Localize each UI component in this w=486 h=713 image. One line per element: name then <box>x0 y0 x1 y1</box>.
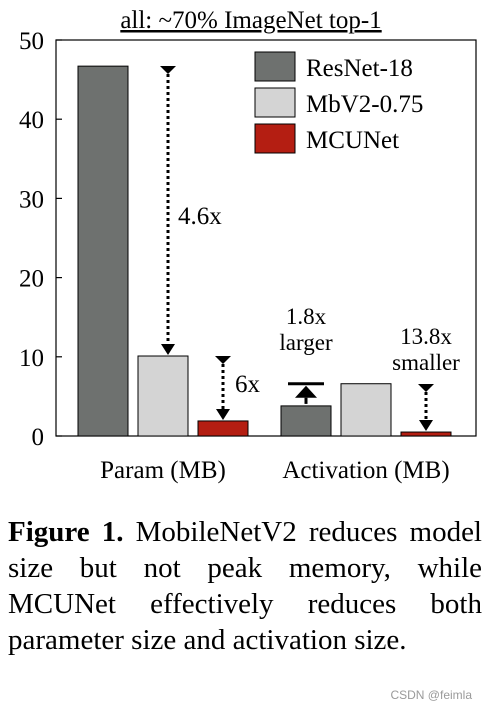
arrow-tail <box>160 66 176 74</box>
x-axis: Param (MB) Activation (MB) <box>100 457 450 484</box>
bars <box>77 65 452 437</box>
arrow-tail <box>215 356 231 364</box>
arrow-tail <box>418 384 434 392</box>
x-category-label: Param (MB) <box>100 457 226 484</box>
annotation-label: 6x <box>235 371 261 398</box>
arrow-head <box>216 408 230 420</box>
caption-text: MobileNetV2 reduces model size but not p… <box>8 516 482 656</box>
legend-label: MCUNet <box>306 127 399 154</box>
figure-caption: Figure 1. MobileNetV2 reduces model size… <box>8 514 482 658</box>
bar <box>137 355 189 437</box>
bar <box>340 383 392 437</box>
plot-frame <box>55 39 477 437</box>
y-tick-label: 30 <box>19 186 44 213</box>
legend: ResNet-18 MbV2-0.75 MCUNet <box>254 51 423 154</box>
legend-swatch <box>254 123 296 154</box>
y-tick-label: 20 <box>19 266 44 293</box>
caption-label: Figure 1. <box>8 516 124 548</box>
annotation-label: 1.8x <box>286 304 327 329</box>
legend-label: ResNet-18 <box>306 55 413 82</box>
annotation-label: smaller <box>392 350 460 375</box>
bar <box>280 405 332 437</box>
legend-label: MbV2-0.75 <box>306 91 423 118</box>
legend-swatch <box>254 51 296 82</box>
arrow-head <box>161 344 175 356</box>
annotation-label: 4.6x <box>178 203 222 230</box>
bar <box>77 65 129 437</box>
y-tick-label: 0 <box>32 424 45 451</box>
y-tick-label: 10 <box>19 345 44 372</box>
y-tick-label: 50 <box>19 28 44 55</box>
y-tick-label: 40 <box>19 107 44 134</box>
bar <box>197 420 249 437</box>
annotation-label: 13.8x <box>400 324 452 349</box>
bar <box>400 431 452 437</box>
x-category-label: Activation (MB) <box>282 457 449 484</box>
annotation-label: larger <box>279 330 333 355</box>
y-axis: 0 10 20 30 40 50 <box>19 28 477 451</box>
legend-swatch <box>254 87 296 118</box>
arrow-head <box>419 420 433 432</box>
watermark: CSDN @feimla <box>390 688 472 702</box>
chart-title: all: ~70% ImageNet top-1 <box>120 7 381 34</box>
arrow-head <box>295 385 317 398</box>
